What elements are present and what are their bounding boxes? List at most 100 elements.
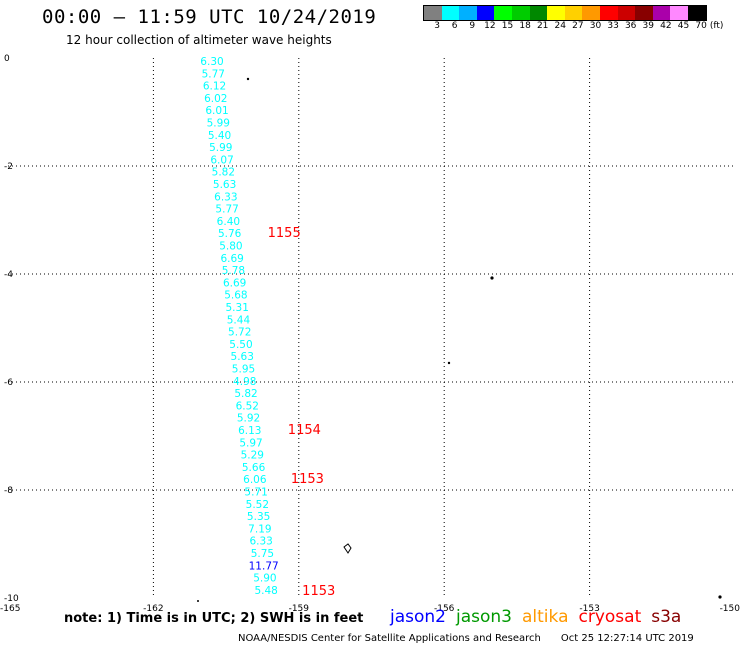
legend-unit: (ft) <box>709 21 724 31</box>
lat-tick-label: -6 <box>4 378 13 388</box>
wave-height-value: 5.68 <box>224 290 247 302</box>
satellite-altika: altika <box>522 607 569 627</box>
wave-height-value: 5.78 <box>222 265 245 277</box>
lat-tick-label: -2 <box>4 162 13 172</box>
wave-height-value: 5.63 <box>213 179 236 191</box>
wave-height-value: 5.90 <box>253 573 276 585</box>
time-label: 1153 <box>302 584 335 599</box>
legend-swatch <box>635 6 653 20</box>
wave-height-value: 5.48 <box>254 585 277 597</box>
time-label: 1155 <box>268 226 301 241</box>
legend-label: 30 <box>589 21 602 31</box>
wave-height-value: 5.77 <box>215 204 238 216</box>
wave-height-value: 5.97 <box>239 437 262 449</box>
wave-height-value: 6.69 <box>223 277 246 289</box>
lon-tick-label: -162 <box>143 604 163 614</box>
footer-credit: NOAA/NESDIS Center for Satellite Applica… <box>238 633 694 644</box>
legend-swatch <box>599 6 618 20</box>
wave-height-value: 5.77 <box>202 68 225 80</box>
wave-height-value: 11.77 <box>249 560 279 572</box>
time-label: 1153 <box>291 472 324 487</box>
footer-timestamp: Oct 25 12:27:14 UTC 2019 <box>560 633 694 644</box>
satellite-cryosat: cryosat <box>578 607 642 627</box>
island-dot <box>197 600 199 602</box>
wave-height-value: 5.82 <box>212 167 235 179</box>
wave-height-value: 5.50 <box>229 339 252 351</box>
legend-swatch <box>441 6 460 20</box>
wave-height-value: 6.01 <box>205 105 228 117</box>
wave-height-value: 6.13 <box>238 425 261 437</box>
legend-swatch <box>494 6 512 20</box>
wave-height-value: 5.71 <box>244 487 267 499</box>
legend-label: 21 <box>536 21 549 31</box>
legend-swatch <box>547 6 565 20</box>
legend-label: 3 <box>434 21 440 31</box>
legend-label: 36 <box>624 21 637 31</box>
satellite-key: jason2 jason3 altika cryosat s3a <box>390 607 691 627</box>
lat-tick-label: 0 <box>4 54 10 64</box>
time-label: 1154 <box>288 423 321 438</box>
wave-height-value: 5.31 <box>226 302 249 314</box>
lon-tick-label: -156 <box>434 604 455 614</box>
wave-height-value: 6.06 <box>243 474 267 486</box>
wave-height-value: 7.19 <box>248 523 271 535</box>
legend-swatch <box>617 6 636 20</box>
legend-swatch <box>424 6 442 20</box>
legend-label: 12 <box>484 21 496 31</box>
wave-height-value: 6.33 <box>249 536 272 548</box>
legend-label: 45 <box>677 21 690 31</box>
wave-height-value: 5.92 <box>237 413 260 425</box>
legend-swatch <box>476 6 495 20</box>
wave-height-value: 5.95 <box>232 364 255 376</box>
legend-swatch <box>459 6 477 20</box>
legend-swatch <box>670 6 688 20</box>
satellite-jason2: jason2 <box>390 607 446 627</box>
legend-swatch <box>511 6 530 20</box>
credit-text: NOAA/NESDIS Center for Satellite Applica… <box>238 633 541 644</box>
legend-label: 42 <box>660 21 672 31</box>
wave-height-value: 6.02 <box>204 93 227 105</box>
wave-height-value: 5.52 <box>246 499 269 511</box>
legend-swatch <box>564 6 583 20</box>
island-outline <box>343 543 352 554</box>
legend-label: 24 <box>554 21 566 31</box>
wave-height-value: 6.40 <box>217 216 240 228</box>
footnote: note: 1) Time is in UTC; 2) SWH is in fe… <box>64 611 364 626</box>
lon-tick-label: -159 <box>289 604 310 614</box>
wave-height-value: 5.75 <box>251 548 274 560</box>
wave-height-value: 6.33 <box>214 191 237 203</box>
wave-height-value: 6.30 <box>200 56 223 68</box>
legend-label: 18 <box>519 21 531 31</box>
lon-tick-label: -150 <box>720 604 740 614</box>
wave-height-value: 5.29 <box>241 450 264 462</box>
island-dot <box>447 361 451 365</box>
lat-tick-label: -4 <box>4 270 13 280</box>
wave-height-value: 5.44 <box>227 314 251 326</box>
wave-height-value: 5.82 <box>234 388 257 400</box>
wave-height-value: 5.99 <box>209 142 232 154</box>
legend-label: 6 <box>451 21 458 31</box>
chart-subtitle: 12 hour collection of altimeter wave hei… <box>66 33 332 47</box>
lon-tick-label: -165 <box>0 604 20 614</box>
lat-tick-label: -10 <box>4 594 19 604</box>
wave-height-value: 5.72 <box>228 327 251 339</box>
wave-height-value: 4.98 <box>233 376 256 388</box>
color-legend-labels: 3 6 9 12 15 18 21 24 27 30 33 36 39 42 45 70 (ft) <box>423 21 740 33</box>
wave-height-value: 5.40 <box>208 130 231 142</box>
wave-height-value: 6.52 <box>236 400 259 412</box>
legend-label: 39 <box>642 21 654 31</box>
legend-swatch <box>687 6 706 20</box>
island-dot <box>490 276 494 280</box>
wave-height-value: 5.76 <box>218 228 242 240</box>
legend-swatch <box>652 6 671 20</box>
legend-swatch <box>582 6 600 20</box>
wave-height-value: 6.69 <box>220 253 243 265</box>
wave-height-value: 5.99 <box>207 118 230 130</box>
wave-height-value: 5.35 <box>247 511 270 523</box>
color-legend <box>423 5 707 21</box>
satellite-jason3: jason3 <box>456 607 512 627</box>
legend-label: 70 <box>695 21 707 31</box>
wave-height-value: 6.07 <box>210 154 233 166</box>
lon-tick-label: -153 <box>579 604 599 614</box>
